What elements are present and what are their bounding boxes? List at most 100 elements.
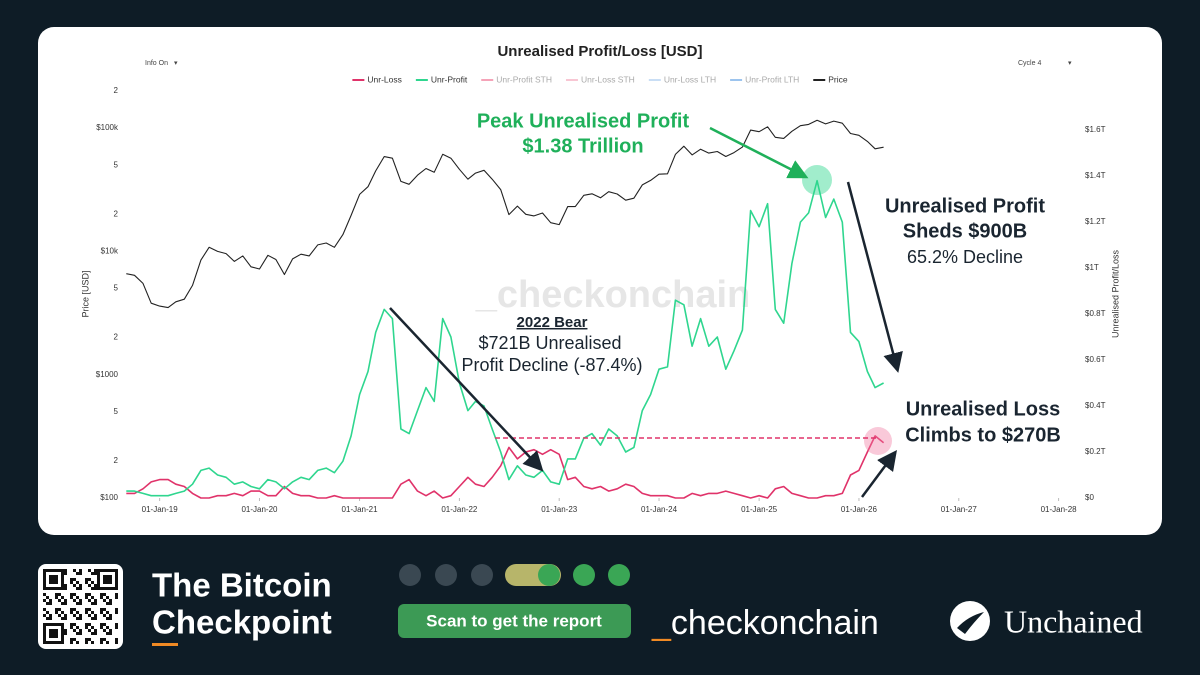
qr-module <box>85 611 88 614</box>
legend-label: Unr-Loss STH <box>581 74 635 84</box>
qr-module <box>109 617 112 620</box>
qr-module <box>88 623 91 626</box>
cycle-select[interactable]: Cycle 4 <box>1018 60 1041 67</box>
qr-module <box>64 602 67 605</box>
qr-module <box>70 623 73 626</box>
qr-module <box>61 569 64 572</box>
x-tick-label: 01-Jan-24 <box>641 505 678 514</box>
qr-module <box>49 599 52 602</box>
chart-title: Unrealised Profit/Loss [USD] <box>497 43 702 60</box>
qr-module <box>61 641 64 644</box>
qr-module <box>106 626 109 629</box>
qr-module <box>85 578 88 581</box>
qr-module <box>73 614 76 617</box>
qr-module <box>58 593 61 596</box>
qr-module <box>58 587 61 590</box>
qr-module <box>55 581 58 584</box>
qr-module <box>49 569 52 572</box>
qr-module <box>79 587 82 590</box>
qr-module <box>88 578 91 581</box>
qr-module <box>43 572 46 575</box>
footer-title: Checkpoint <box>152 604 332 641</box>
qr-module <box>61 572 64 575</box>
qr-module <box>97 587 100 590</box>
qr-module <box>103 587 106 590</box>
y-tick-label: $10k <box>101 247 119 256</box>
dropdown-caret[interactable]: ▾ <box>174 60 178 67</box>
qr-module <box>79 629 82 632</box>
qr-module <box>49 617 52 620</box>
chart-card <box>38 27 1162 535</box>
qr-module <box>106 596 109 599</box>
qr-module <box>64 584 67 587</box>
qr-module <box>52 632 55 635</box>
report-button[interactable] <box>398 604 631 638</box>
qr-module <box>100 623 103 626</box>
qr-module <box>109 629 112 632</box>
qr-module <box>103 578 106 581</box>
qr-module <box>58 569 61 572</box>
qr-module <box>76 581 79 584</box>
qr-module <box>64 572 67 575</box>
qr-module <box>85 641 88 644</box>
y-tick-label: 2 <box>114 209 119 218</box>
qr-module <box>55 575 58 578</box>
qr-module <box>70 581 73 584</box>
qr-module <box>88 608 91 611</box>
y-axis-title: Price [USD] <box>80 270 90 317</box>
qr-module <box>73 599 76 602</box>
info-toggle[interactable]: Info On <box>145 60 168 67</box>
button-label[interactable]: Scan to get the report <box>426 611 602 630</box>
qr-module <box>55 641 58 644</box>
qr-module <box>70 608 73 611</box>
highlight-circle <box>802 165 832 195</box>
qr-module <box>112 569 115 572</box>
qr-module <box>73 578 76 581</box>
qr-module <box>61 602 64 605</box>
qr-module <box>55 629 58 632</box>
qr-module <box>115 638 118 641</box>
qr-module <box>91 596 94 599</box>
legend-label: Price <box>828 74 848 84</box>
qr-module <box>58 608 61 611</box>
qr-module <box>61 584 64 587</box>
qr-module <box>94 629 97 632</box>
x-tick-label: 01-Jan-23 <box>541 505 578 514</box>
qr-module <box>100 638 103 641</box>
annotation: Climbs to $270B <box>905 424 1061 446</box>
qr-module <box>43 635 46 638</box>
qr-module <box>49 587 52 590</box>
qr-module <box>43 587 46 590</box>
qr-module <box>55 632 58 635</box>
qr-module <box>70 611 73 614</box>
qr-modules <box>43 569 118 644</box>
qr-module <box>64 587 67 590</box>
qr-module <box>46 569 49 572</box>
series-line <box>126 119 884 309</box>
legend-label: Unr-Loss <box>367 74 401 84</box>
progress-dot <box>573 564 595 586</box>
qr-module <box>97 578 100 581</box>
arrow <box>389 307 544 472</box>
qr-module <box>61 578 64 581</box>
y2-tick-label: $0 <box>1085 493 1094 502</box>
qr-module <box>112 587 115 590</box>
qr-module <box>55 593 58 596</box>
qr-module <box>97 581 100 584</box>
qr-module <box>64 614 67 617</box>
qr-module <box>52 587 55 590</box>
qr-module <box>76 626 79 629</box>
qr-module <box>94 602 97 605</box>
qr-module <box>43 599 46 602</box>
qr-module <box>106 617 109 620</box>
dropdown-caret[interactable]: ▾ <box>1068 60 1072 67</box>
qr-module <box>91 617 94 620</box>
qr-module <box>100 626 103 629</box>
qr-module <box>106 575 109 578</box>
qr-module <box>88 569 91 572</box>
qr-module <box>85 638 88 641</box>
qr-module <box>76 641 79 644</box>
qr-module <box>43 626 46 629</box>
qr-module <box>109 569 112 572</box>
